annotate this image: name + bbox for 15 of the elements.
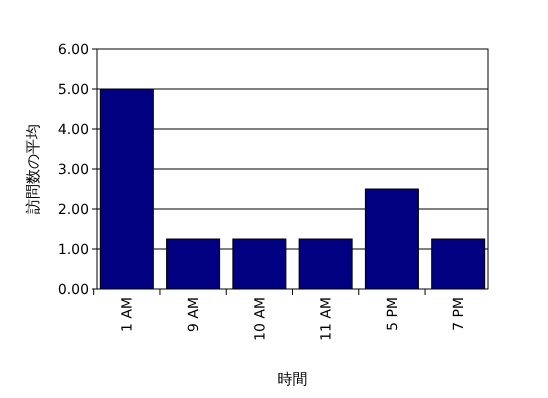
x-tick-label: 10 AM bbox=[252, 297, 268, 341]
x-tick-label: 5 PM bbox=[384, 297, 401, 331]
y-axis-title: 訪問数の平均 bbox=[24, 124, 42, 214]
y-tick-label: 2.00 bbox=[58, 202, 89, 218]
x-tick-label: 11 AM bbox=[318, 297, 335, 341]
x-tick-label: 1 AM bbox=[120, 297, 136, 332]
y-tick-label: 5.00 bbox=[58, 82, 89, 98]
x-axis-title: 時間 bbox=[278, 370, 308, 388]
x-tick-label: 9 AM bbox=[186, 297, 202, 332]
x-tick-label: 7 PM bbox=[451, 297, 468, 331]
y-tick-label: 6.00 bbox=[58, 42, 89, 58]
y-tick-label: 4.00 bbox=[58, 122, 89, 138]
y-tick-label: 0.00 bbox=[58, 282, 89, 298]
y-tick-label: 1.00 bbox=[58, 242, 89, 258]
y-tick-label: 3.00 bbox=[58, 162, 89, 178]
